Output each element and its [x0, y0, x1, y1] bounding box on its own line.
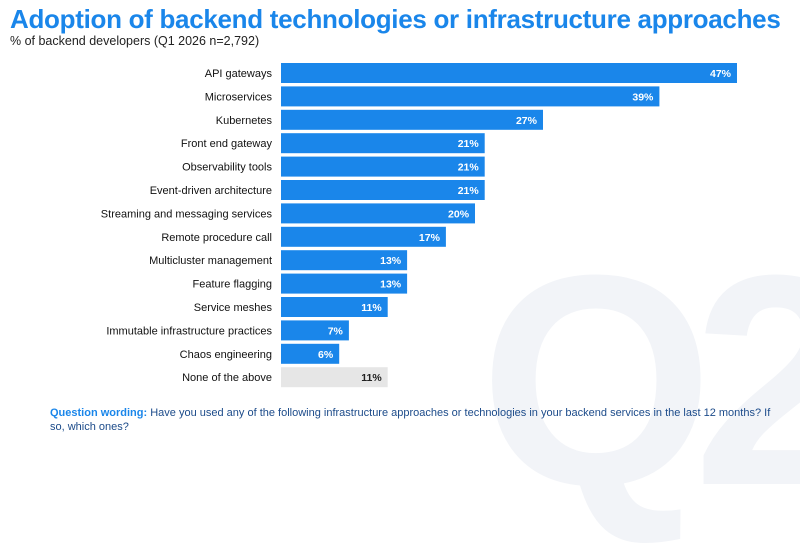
- category-label-service-meshes: Service meshes: [194, 302, 273, 314]
- value-label-none-of-the-above: 11%: [361, 372, 382, 384]
- bar-event-driven-architecture: [281, 180, 485, 200]
- value-label-event-driven-architecture: 21%: [458, 185, 480, 197]
- category-label-kubernetes: Kubernetes: [216, 115, 273, 127]
- value-label-remote-procedure-call: 17%: [419, 232, 441, 244]
- value-label-microservices: 39%: [632, 91, 654, 103]
- category-label-front-end-gateway: Front end gateway: [181, 138, 273, 150]
- bar-microservices: [281, 86, 660, 107]
- category-label-observability-tools: Observability tools: [182, 162, 272, 174]
- chart-title: Adoption of backend technologies or infr…: [10, 4, 781, 34]
- bar-multicluster-management: [281, 250, 408, 271]
- value-label-front-end-gateway: 21%: [458, 138, 480, 150]
- category-label-none-of-the-above: None of the above: [182, 372, 272, 384]
- category-label-feature-flagging: Feature flagging: [193, 279, 273, 291]
- category-label-remote-procedure-call: Remote procedure call: [161, 232, 272, 244]
- value-label-chaos-engineering: 6%: [318, 349, 334, 361]
- bar-remote-procedure-call: [281, 226, 446, 247]
- question-wording: Question wording: Have you used any of t…: [50, 406, 780, 434]
- question-label: Question wording:: [50, 407, 148, 419]
- value-label-immutable-infrastructure-practices: 7%: [328, 325, 344, 337]
- category-label-api-gateways: API gateways: [205, 68, 273, 80]
- bar-front-end-gateway: [281, 133, 485, 154]
- bar-feature-flagging: [281, 273, 408, 294]
- bar-streaming-and-messaging-services: [281, 203, 475, 224]
- category-label-multicluster-management: Multicluster management: [149, 255, 272, 267]
- value-label-streaming-and-messaging-services: 20%: [448, 208, 470, 220]
- category-label-chaos-engineering: Chaos engineering: [180, 349, 272, 361]
- bar-chaos-engineering: [281, 343, 340, 364]
- category-label-event-driven-architecture: Event-driven architecture: [150, 185, 272, 197]
- category-label-microservices: Microservices: [205, 91, 273, 103]
- question-text: Have you used any of the following infra…: [50, 407, 771, 433]
- value-label-service-meshes: 11%: [361, 302, 382, 314]
- value-label-observability-tools: 21%: [458, 162, 480, 174]
- category-label-immutable-infrastructure-practices: Immutable infrastructure practices: [106, 325, 272, 337]
- category-label-streaming-and-messaging-services: Streaming and messaging services: [101, 208, 273, 220]
- bar-immutable-infrastructure-practices: [281, 320, 349, 341]
- bar-api-gateways: [281, 63, 737, 83]
- bar-observability-tools: [281, 156, 485, 177]
- value-label-api-gateways: 47%: [710, 68, 732, 80]
- value-label-kubernetes: 27%: [516, 115, 538, 127]
- bar-none-of-the-above: [281, 367, 388, 388]
- value-label-feature-flagging: 13%: [380, 279, 402, 291]
- bar-service-meshes: [281, 297, 388, 317]
- bar-kubernetes: [281, 109, 543, 130]
- bar-chart: API gateways 47% Microservices 39% Kubernete…: [101, 63, 737, 388]
- chart-subtitle: % of backend developers (Q1 2026 n=2,792…: [10, 34, 260, 48]
- value-label-multicluster-management: 13%: [380, 255, 402, 267]
